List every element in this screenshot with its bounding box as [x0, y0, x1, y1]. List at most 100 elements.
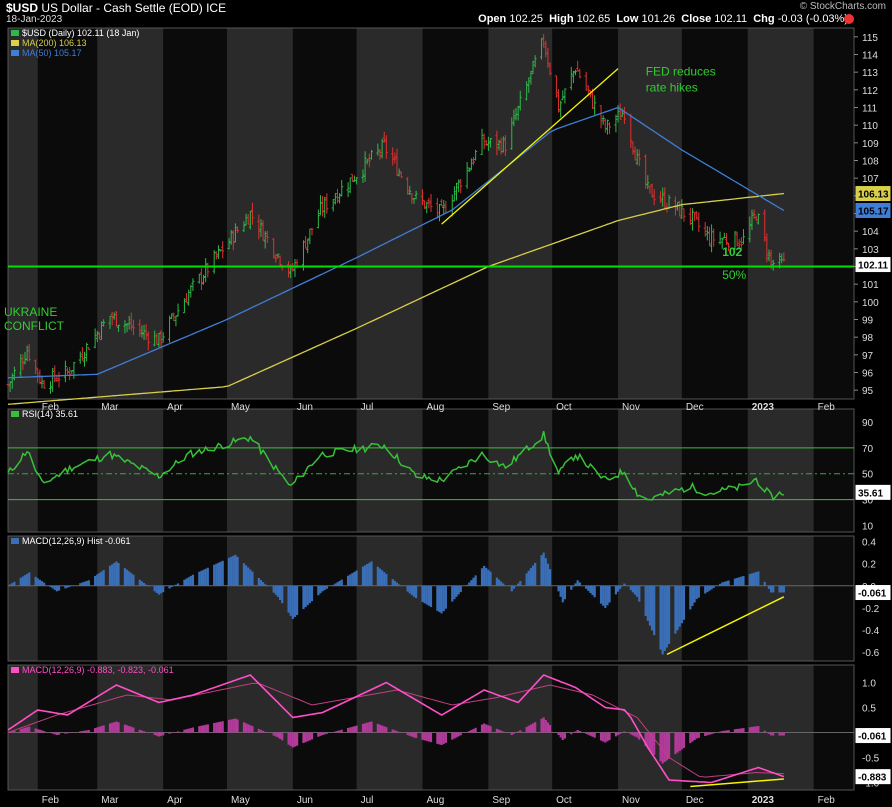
hist-bar [459, 585, 462, 593]
macd-hist-bar [534, 722, 537, 733]
hist-bar [606, 585, 609, 606]
hist-bar [602, 585, 605, 606]
macd-hist-bar [616, 732, 620, 736]
close-chart-icon[interactable] [844, 14, 854, 24]
hist-bar [451, 585, 454, 602]
hist-bar [585, 585, 588, 589]
macd-hist-bar [502, 731, 505, 733]
macd-hist-bar [376, 723, 379, 733]
macd-hist-bar [23, 727, 27, 733]
ohlc-bar [51, 367, 55, 392]
hist-bar [510, 585, 513, 592]
ma50-value-tag: 105.17 [855, 202, 891, 218]
ohlc-bar [559, 100, 563, 118]
macd-hist-bar [293, 732, 297, 747]
macd-hist-bar [157, 732, 161, 737]
ohlc-bar [574, 69, 578, 76]
hist-bar [338, 580, 341, 586]
hist-bar [665, 585, 669, 648]
ohlc-readout: Open 102.25 High 102.65 Low 101.26 Close… [478, 13, 848, 25]
hist-bar [663, 585, 666, 651]
hist-bar [304, 585, 307, 608]
macd-hist-bar [451, 732, 454, 740]
hist-bar [708, 585, 711, 591]
hist-bar [251, 571, 254, 586]
macd-hist-bar [429, 732, 433, 743]
month-band [97, 536, 164, 661]
macd-hist-bar [264, 731, 267, 733]
hist-value-tag: -0.061 [855, 585, 891, 601]
ohlc-bar [771, 259, 775, 271]
ohlc-bar [214, 251, 218, 260]
hist-tick-label: 0.4 [862, 538, 876, 549]
ohlc-bar [384, 135, 388, 159]
hist-bar [40, 581, 44, 586]
hist-bar [174, 584, 178, 586]
ohlc-bar [206, 262, 210, 278]
ohlc-bar [68, 366, 72, 381]
macd-hist-bar [200, 725, 203, 733]
ohlc-bar [170, 313, 174, 320]
ohlc-bar [644, 154, 648, 189]
price-x-tick-label: Feb [818, 402, 836, 413]
hist-bar [438, 585, 441, 613]
macd-hist-bar [727, 730, 730, 733]
macd-hist-bar [653, 732, 656, 755]
macd-hist-bar [215, 722, 218, 733]
macd-x-tick-label: Jul [361, 795, 374, 806]
macd-hist-bar [123, 724, 127, 733]
hist-bar [693, 585, 696, 603]
hist-bar [302, 585, 305, 610]
ohlc-bar [378, 149, 382, 160]
ohlc-bar [442, 199, 446, 215]
macd-hist-bar [750, 726, 754, 733]
macd-hist-bar [43, 731, 46, 733]
ohlc-bar [216, 245, 220, 259]
ohlc-bar [117, 324, 121, 333]
macd-x-tick-label: Sep [492, 795, 510, 806]
ohlc-bar [767, 249, 771, 262]
ohlc-bar [391, 147, 395, 166]
hist-bar [308, 585, 311, 604]
hist-bar [79, 583, 82, 586]
ohlc-bar [650, 183, 654, 198]
macd-hist-bar [576, 730, 579, 733]
rsi-tick-label: 90 [862, 418, 874, 429]
hist-bar [436, 585, 439, 611]
hist-bar [236, 556, 239, 586]
macd-hist-bar [368, 722, 371, 733]
price-legend-entry: MA(50) 105.17 [22, 48, 82, 58]
hist-value-tag-box [855, 585, 891, 601]
price-x-tick-label: Jul [361, 402, 374, 413]
macd-hist-bar [633, 732, 637, 737]
hist-bar [650, 585, 654, 631]
ohlc-bar [452, 186, 456, 202]
macd-hist-bar [232, 718, 235, 733]
macd-hist-bar [274, 732, 277, 737]
hist-bar [770, 585, 773, 593]
price-annotation: UKRAINE [4, 305, 57, 319]
symbol-title: $USD US Dollar - Cash Settle (EOD) ICE [6, 1, 227, 15]
ohlc-bar [131, 319, 135, 336]
ohlc-bar [680, 199, 684, 219]
price-tick-label: 96 [862, 369, 874, 380]
ohlc-bar [720, 237, 724, 249]
macd-hist-bar [325, 732, 328, 734]
hist-bar [125, 569, 129, 586]
hist-bar [57, 585, 61, 591]
macd-x-tick-label: Aug [426, 795, 444, 806]
hist-bar [638, 585, 641, 602]
macd-hist-bar [721, 731, 724, 733]
hist-bar [395, 582, 399, 586]
hist-bar [391, 579, 394, 586]
macd-hist-bar [738, 728, 741, 733]
ohlc-bar [25, 345, 29, 362]
hist-bar [378, 568, 382, 586]
macd-hist-bar [557, 732, 560, 735]
hist-bar [757, 571, 760, 586]
ohlc-bar [489, 137, 493, 148]
hist-bar [489, 571, 492, 586]
price-x-tick-label: 2023 [752, 402, 775, 413]
macd-hist-bar [691, 732, 694, 742]
macd-hist-bar [602, 732, 605, 742]
